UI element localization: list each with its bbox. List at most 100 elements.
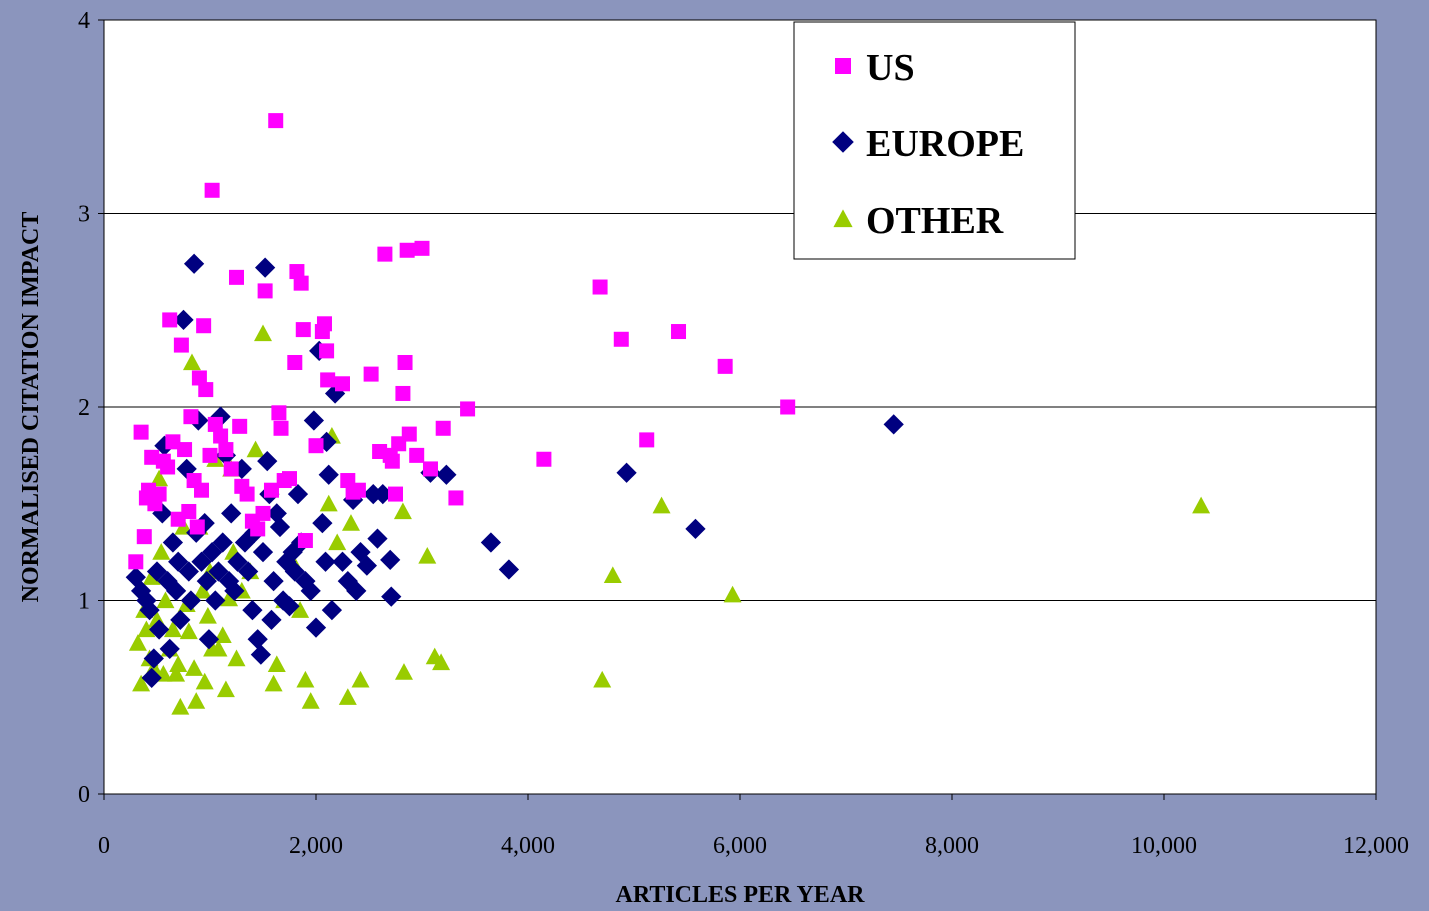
us-point — [271, 405, 287, 421]
us-point — [289, 264, 305, 280]
europe-point — [254, 257, 276, 278]
other-point — [193, 581, 212, 599]
other-point — [593, 670, 612, 688]
us-point — [384, 453, 400, 469]
legend: US EUROPE OTHER — [793, 21, 1076, 260]
europe-point — [224, 580, 245, 601]
us-point — [162, 312, 178, 328]
europe-point — [263, 571, 284, 592]
europe-point — [252, 542, 274, 563]
europe-point — [266, 503, 287, 524]
europe-point — [305, 617, 327, 638]
europe-point — [312, 512, 333, 534]
us-point — [316, 316, 332, 332]
y-tick-label: 0 — [78, 782, 90, 808]
europe-point — [221, 503, 242, 524]
y-tick-label: 3 — [78, 202, 90, 228]
other-point — [394, 663, 413, 680]
europe-point — [159, 638, 180, 659]
us-point — [250, 521, 266, 537]
europe-point — [287, 483, 309, 505]
us-point — [189, 519, 205, 535]
europe-point — [250, 644, 272, 665]
europe-point — [191, 551, 212, 572]
other-point — [246, 440, 265, 458]
europe-point — [321, 600, 343, 621]
europe-point — [303, 410, 325, 431]
us-point — [536, 451, 552, 467]
us-point — [293, 275, 309, 291]
europe-point — [173, 309, 194, 331]
us-point — [282, 471, 297, 487]
us-point — [295, 322, 311, 338]
y-tick-label: 4 — [78, 8, 90, 34]
europe-point — [269, 516, 291, 538]
europe-point — [279, 596, 300, 617]
us-point — [263, 482, 279, 498]
us-point — [460, 401, 476, 417]
europe-point — [436, 464, 457, 485]
europe-point — [168, 551, 189, 572]
us-point — [160, 459, 176, 475]
us-point — [397, 354, 413, 370]
us-point — [363, 366, 379, 382]
us-point — [308, 438, 324, 454]
us-point — [128, 554, 144, 570]
us-point — [613, 331, 629, 347]
europe-point — [346, 580, 367, 601]
other-point — [338, 688, 357, 705]
other-point — [169, 655, 188, 673]
us-point — [350, 482, 366, 498]
us-point — [639, 432, 655, 448]
europe-point — [162, 532, 184, 553]
other-point — [171, 697, 190, 715]
other-point — [187, 692, 206, 709]
other-point — [296, 670, 315, 688]
us-point — [207, 416, 223, 432]
other-point — [393, 502, 412, 520]
us-point — [191, 370, 207, 386]
other-point — [216, 680, 235, 698]
other-point — [182, 353, 201, 371]
europe-point — [616, 462, 637, 483]
other-point — [198, 606, 217, 624]
us-point — [435, 420, 451, 436]
europe-point — [685, 518, 706, 540]
europe-point — [380, 549, 401, 570]
us-point — [198, 382, 214, 398]
europe-point — [238, 561, 259, 582]
europe-point — [205, 590, 226, 611]
axes: 0 1 2 3 4 0 2,000 4,000 6,000 8,000 10,000 12,000 — [78, 8, 1409, 859]
europe-point — [242, 600, 263, 621]
other-point — [432, 653, 451, 671]
europe-point — [165, 580, 187, 601]
data-points — [125, 113, 1211, 715]
legend-us-label: US — [866, 47, 915, 89]
europe-point — [196, 571, 217, 592]
other-point — [603, 566, 622, 583]
europe-point — [381, 586, 402, 607]
us-point — [181, 503, 197, 519]
us-point — [395, 385, 411, 401]
us-point — [399, 242, 415, 258]
x-tick-label: 0 — [98, 833, 110, 859]
europe-point — [284, 561, 305, 582]
us-point — [388, 486, 403, 502]
europe-point — [318, 464, 339, 485]
europe-point — [146, 561, 168, 582]
europe-point — [883, 414, 904, 435]
x-tick-label: 4,000 — [501, 833, 555, 859]
europe-point — [300, 580, 321, 601]
other-point — [185, 659, 204, 676]
europe-point — [261, 609, 282, 630]
us-point — [401, 426, 417, 442]
legend-other-label: OTHER — [866, 200, 1004, 242]
us-point — [177, 442, 193, 458]
other-point — [128, 634, 147, 651]
us-point — [204, 182, 220, 198]
other-point — [163, 620, 182, 638]
europe-point — [148, 619, 170, 640]
us-point — [183, 409, 199, 425]
us-point — [335, 376, 350, 392]
